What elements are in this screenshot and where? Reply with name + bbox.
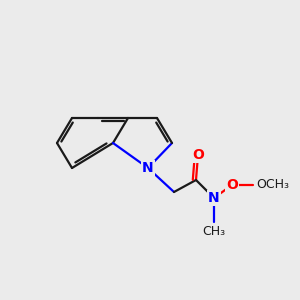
Text: N: N bbox=[208, 191, 220, 205]
Text: CH₃: CH₃ bbox=[202, 225, 226, 238]
Text: N: N bbox=[142, 161, 154, 175]
Text: OCH₃: OCH₃ bbox=[256, 178, 289, 191]
Text: O: O bbox=[226, 178, 238, 192]
Text: O: O bbox=[192, 148, 204, 162]
